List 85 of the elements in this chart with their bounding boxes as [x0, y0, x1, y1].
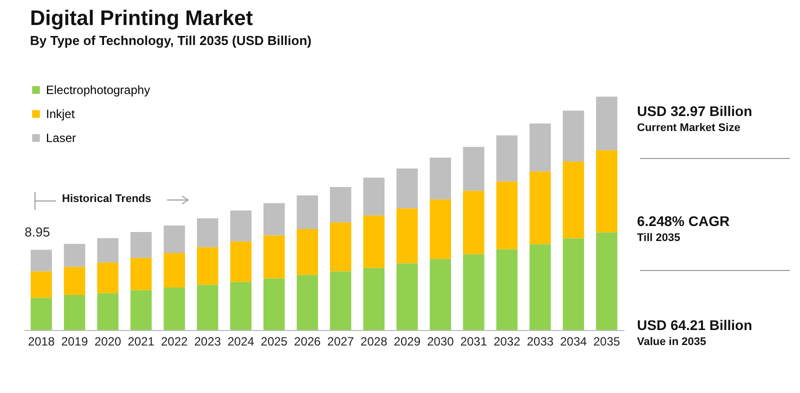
bar: [164, 253, 185, 288]
bar: [164, 225, 185, 253]
bar: [164, 288, 185, 330]
bar: [230, 241, 252, 282]
bar: [130, 290, 152, 330]
bar: [463, 146, 484, 191]
x-tick-label: 2033: [526, 334, 554, 348]
bar: [330, 222, 352, 272]
bar: [363, 178, 385, 216]
bar: [97, 262, 118, 294]
x-tick-label: 2022: [160, 334, 188, 348]
legend-label: Laser: [46, 131, 76, 145]
x-tick-label: 2019: [61, 334, 88, 348]
x-tick-label: 2028: [360, 334, 388, 348]
text: USD 64.21 Billion: [637, 317, 752, 333]
bar: [30, 298, 52, 330]
bar: [30, 271, 52, 298]
x-tick-label: 2018: [28, 334, 55, 348]
bar: [296, 274, 318, 330]
x-tick-label: 2021: [128, 334, 155, 348]
bar: [230, 210, 252, 242]
x-tick-label: 2034: [560, 334, 588, 348]
bar: [363, 215, 385, 268]
bar: [430, 158, 452, 200]
bar: [530, 124, 551, 172]
bar: [97, 238, 118, 262]
x-tick-label: 2020: [94, 334, 122, 348]
bar: [530, 171, 551, 244]
bar: [463, 190, 484, 254]
bar: [64, 266, 86, 295]
bar: [530, 244, 551, 330]
x-tick-label: 2030: [427, 334, 454, 348]
bar: [596, 150, 618, 232]
x-tick-label: 2035: [593, 334, 620, 348]
x-tick-label: 2024: [228, 334, 255, 348]
bar: [363, 268, 385, 330]
bar: [64, 295, 86, 330]
bar: [130, 258, 152, 290]
bar: [97, 293, 118, 330]
x-tick-label: 2031: [460, 334, 488, 348]
bar: [430, 199, 452, 259]
bar: [396, 208, 418, 264]
bar: [64, 244, 86, 267]
bar: [463, 254, 484, 330]
annotation: 8.95: [24, 224, 50, 240]
x-tick-label: 2026: [294, 334, 322, 348]
bar: [296, 195, 318, 229]
bar: [130, 232, 152, 258]
bar: [263, 203, 285, 236]
bar: [562, 110, 584, 162]
text: USD 32.97 Billion: [637, 103, 752, 119]
bar: [30, 250, 52, 272]
bar: [496, 249, 518, 330]
bar: [196, 247, 218, 285]
bar: [330, 271, 352, 330]
text: 6.248% CAGR: [637, 213, 730, 229]
bar: [430, 258, 452, 330]
text: Value in 2035: [637, 336, 706, 348]
text: Current Market Size: [637, 122, 740, 134]
bar: [330, 186, 352, 222]
bar: [196, 218, 218, 248]
bar: [396, 168, 418, 208]
x-tick-label: 2029: [394, 334, 421, 348]
annotation: Historical Trends: [62, 193, 152, 205]
x-tick-label: 2027: [327, 334, 354, 348]
bar: [496, 181, 518, 250]
bar: [496, 135, 518, 182]
bar: [263, 235, 285, 278]
bar: [562, 162, 584, 238]
x-tick-label: 2025: [260, 334, 288, 348]
bar: [596, 96, 618, 150]
text: Till 2035: [637, 232, 680, 244]
bar: [596, 232, 618, 330]
x-tick-label: 2023: [194, 334, 222, 348]
legend-label: Inkjet: [46, 107, 76, 121]
bar: [562, 238, 584, 330]
chart-subtitle: By Type of Technology, Till 2035 (USD Billion): [30, 33, 312, 48]
x-tick-label: 2032: [494, 334, 521, 348]
bar: [263, 278, 285, 330]
chart-title: Digital Printing Market: [30, 7, 253, 30]
bar: [196, 284, 218, 330]
legend-label: Electrophotography: [46, 83, 150, 97]
bar: [396, 263, 418, 330]
bar: [230, 282, 252, 330]
bar: [296, 228, 318, 275]
